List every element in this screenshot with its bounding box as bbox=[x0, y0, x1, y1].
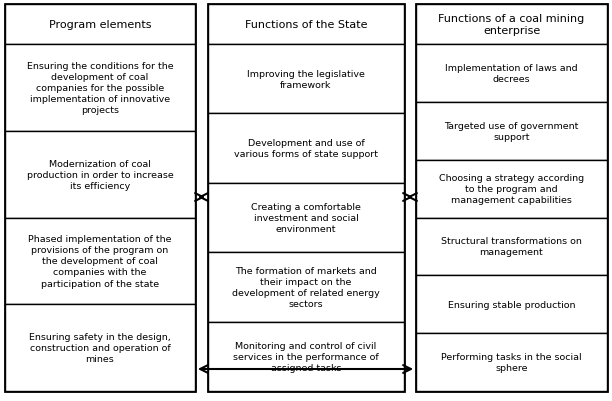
Bar bbox=[5, 132, 195, 218]
Text: The formation of markets and
their impact on the
development of related energy
s: The formation of markets and their impac… bbox=[232, 266, 380, 308]
Bar bbox=[416, 45, 607, 103]
Text: Monitoring and control of civil
services in the performance of
assigned tasks: Monitoring and control of civil services… bbox=[233, 341, 379, 372]
Text: Choosing a strategy according
to the program and
management capabilities: Choosing a strategy according to the pro… bbox=[439, 174, 584, 205]
Bar bbox=[208, 45, 404, 114]
Bar bbox=[416, 218, 607, 275]
Bar bbox=[5, 45, 195, 132]
Bar bbox=[416, 160, 607, 218]
Text: Phased implementation of the
provisions of the program on
the development of coa: Phased implementation of the provisions … bbox=[28, 235, 172, 288]
Text: Creating a comfortable
investment and social
environment: Creating a comfortable investment and so… bbox=[251, 203, 361, 233]
Text: Program elements: Program elements bbox=[49, 20, 151, 30]
Bar bbox=[208, 5, 404, 391]
Bar bbox=[5, 304, 195, 391]
Bar bbox=[5, 5, 195, 45]
Bar bbox=[208, 183, 404, 253]
Text: Structural transformations on
management: Structural transformations on management bbox=[441, 237, 582, 257]
Text: Implementation of laws and
decrees: Implementation of laws and decrees bbox=[445, 64, 578, 84]
Bar bbox=[208, 114, 404, 183]
Text: Ensuring safety in the design,
construction and operation of
mines: Ensuring safety in the design, construct… bbox=[29, 332, 171, 363]
Text: Ensuring the conditions for the
development of coal
companies for the possible
i: Ensuring the conditions for the developm… bbox=[27, 61, 173, 115]
Bar bbox=[5, 218, 195, 304]
Text: Development and use of
various forms of state support: Development and use of various forms of … bbox=[234, 139, 378, 159]
Bar bbox=[416, 103, 607, 160]
Bar bbox=[416, 5, 607, 45]
Text: Functions of a coal mining
enterprise: Functions of a coal mining enterprise bbox=[438, 14, 584, 36]
Text: Improving the legislative
framework: Improving the legislative framework bbox=[247, 69, 365, 89]
Text: Targeted use of government
support: Targeted use of government support bbox=[444, 122, 579, 142]
Text: Modernization of coal
production in order to increase
its efficiency: Modernization of coal production in orde… bbox=[27, 159, 173, 190]
Text: Ensuring stable production: Ensuring stable production bbox=[448, 300, 575, 309]
Text: Functions of the State: Functions of the State bbox=[245, 20, 367, 30]
Bar bbox=[208, 5, 404, 45]
Bar bbox=[208, 253, 404, 322]
Bar bbox=[416, 333, 607, 391]
Bar bbox=[208, 322, 404, 391]
Bar bbox=[416, 275, 607, 333]
Bar bbox=[5, 5, 195, 391]
Text: Performing tasks in the social
sphere: Performing tasks in the social sphere bbox=[441, 352, 582, 372]
Bar bbox=[416, 5, 607, 391]
